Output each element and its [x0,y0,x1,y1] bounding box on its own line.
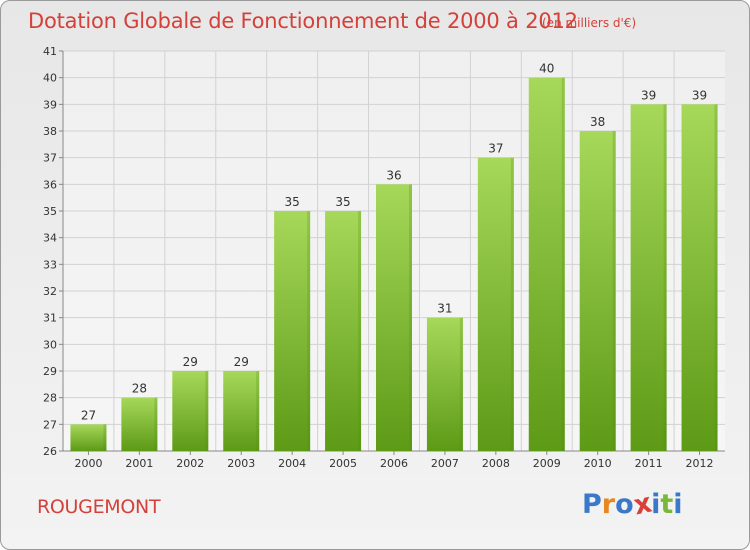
bar-shade [663,104,667,451]
bar-2002 [172,371,209,451]
bar-2001 [121,397,158,451]
logo-letter: t [660,489,674,520]
data-label: 37 [488,142,503,156]
logo-letter: o [615,489,634,520]
bar-2008 [477,157,514,451]
data-label: 28 [132,382,147,396]
bar-2005 [325,211,362,451]
y-tick-label: 28 [43,392,57,405]
y-tick-label: 40 [43,72,57,85]
bar-shade [205,371,209,451]
x-tick-label: 2003 [227,457,255,470]
bar-2006 [376,184,412,452]
bar-shade [612,131,616,451]
data-label: 31 [437,302,452,316]
x-tick-label: 2009 [533,457,561,470]
bar-2010 [579,131,616,451]
x-tick-label: 2005 [329,457,357,470]
y-tick-label: 26 [43,445,57,458]
bar-shade [409,184,412,452]
y-tick-label: 36 [43,178,57,191]
x-tick-label: 2002 [176,457,204,470]
data-label: 29 [234,355,249,369]
data-label: 29 [183,355,198,369]
x-tick-label: 2010 [584,457,612,470]
y-tick-label: 32 [43,285,57,298]
logo-letter: i [673,489,683,520]
proxiti-logo[interactable]: Proxiti [582,488,683,522]
y-tick-label: 30 [43,338,57,351]
y-tick-label: 29 [43,365,57,378]
x-tick-label: 2011 [635,457,663,470]
logo-letter: P [582,489,602,520]
logo-letter: i [651,489,661,520]
data-label: 35 [335,195,350,209]
labels: 27 2000 28 2001 29 2002 29 2003 35 2004 35 2005 36 20… [74,62,713,470]
x-tick-label: 2000 [74,457,102,470]
bar-shade [510,157,514,451]
x-tick-label: 2012 [686,457,714,470]
bar-2003 [223,371,260,451]
commune-name: ROUGEMONT [37,496,161,518]
data-label: 40 [539,62,554,76]
x-tick-label: 2006 [380,457,408,470]
bar-2000 [70,424,107,451]
y-tick-label: 35 [43,205,57,218]
data-label: 38 [590,115,605,129]
x-tick-label: 2001 [125,457,153,470]
chart-title: Dotation Globale de Fonctionnement de 20… [28,9,578,33]
data-label: 39 [641,88,656,102]
data-label: 36 [386,168,401,182]
data-label: 35 [285,195,300,209]
bar-shade [714,104,718,451]
data-label: 39 [692,88,707,102]
x-tick-label: 2008 [482,457,510,470]
y-tick-label: 33 [43,258,57,271]
chart-unit: (en milliers d'€) [542,16,637,30]
logo-letter: r [601,489,616,520]
bar-shade [307,211,311,451]
y-tick-label: 31 [43,312,57,325]
bar-2007 [426,317,463,451]
x-tick-label: 2007 [431,457,459,470]
y-tick-label: 38 [43,125,57,138]
bar-2004 [274,211,311,451]
bar-shade [154,397,158,451]
y-tick-label: 41 [43,45,57,58]
bar-shade [103,424,107,451]
bar-shade [358,211,362,451]
bars [70,77,718,452]
y-tick-label: 34 [43,232,57,245]
data-label: 27 [81,408,96,422]
y-tick-label: 27 [43,418,57,431]
y-tick-label: 39 [43,98,57,111]
bar-shade [459,317,463,451]
bar-2012 [681,104,718,451]
x-tick-label: 2004 [278,457,306,470]
bar-shade [256,371,260,451]
y-tick-label: 37 [43,152,57,165]
bar-shade [561,77,565,452]
bar-2009 [528,77,565,452]
bar-2011 [630,104,667,451]
